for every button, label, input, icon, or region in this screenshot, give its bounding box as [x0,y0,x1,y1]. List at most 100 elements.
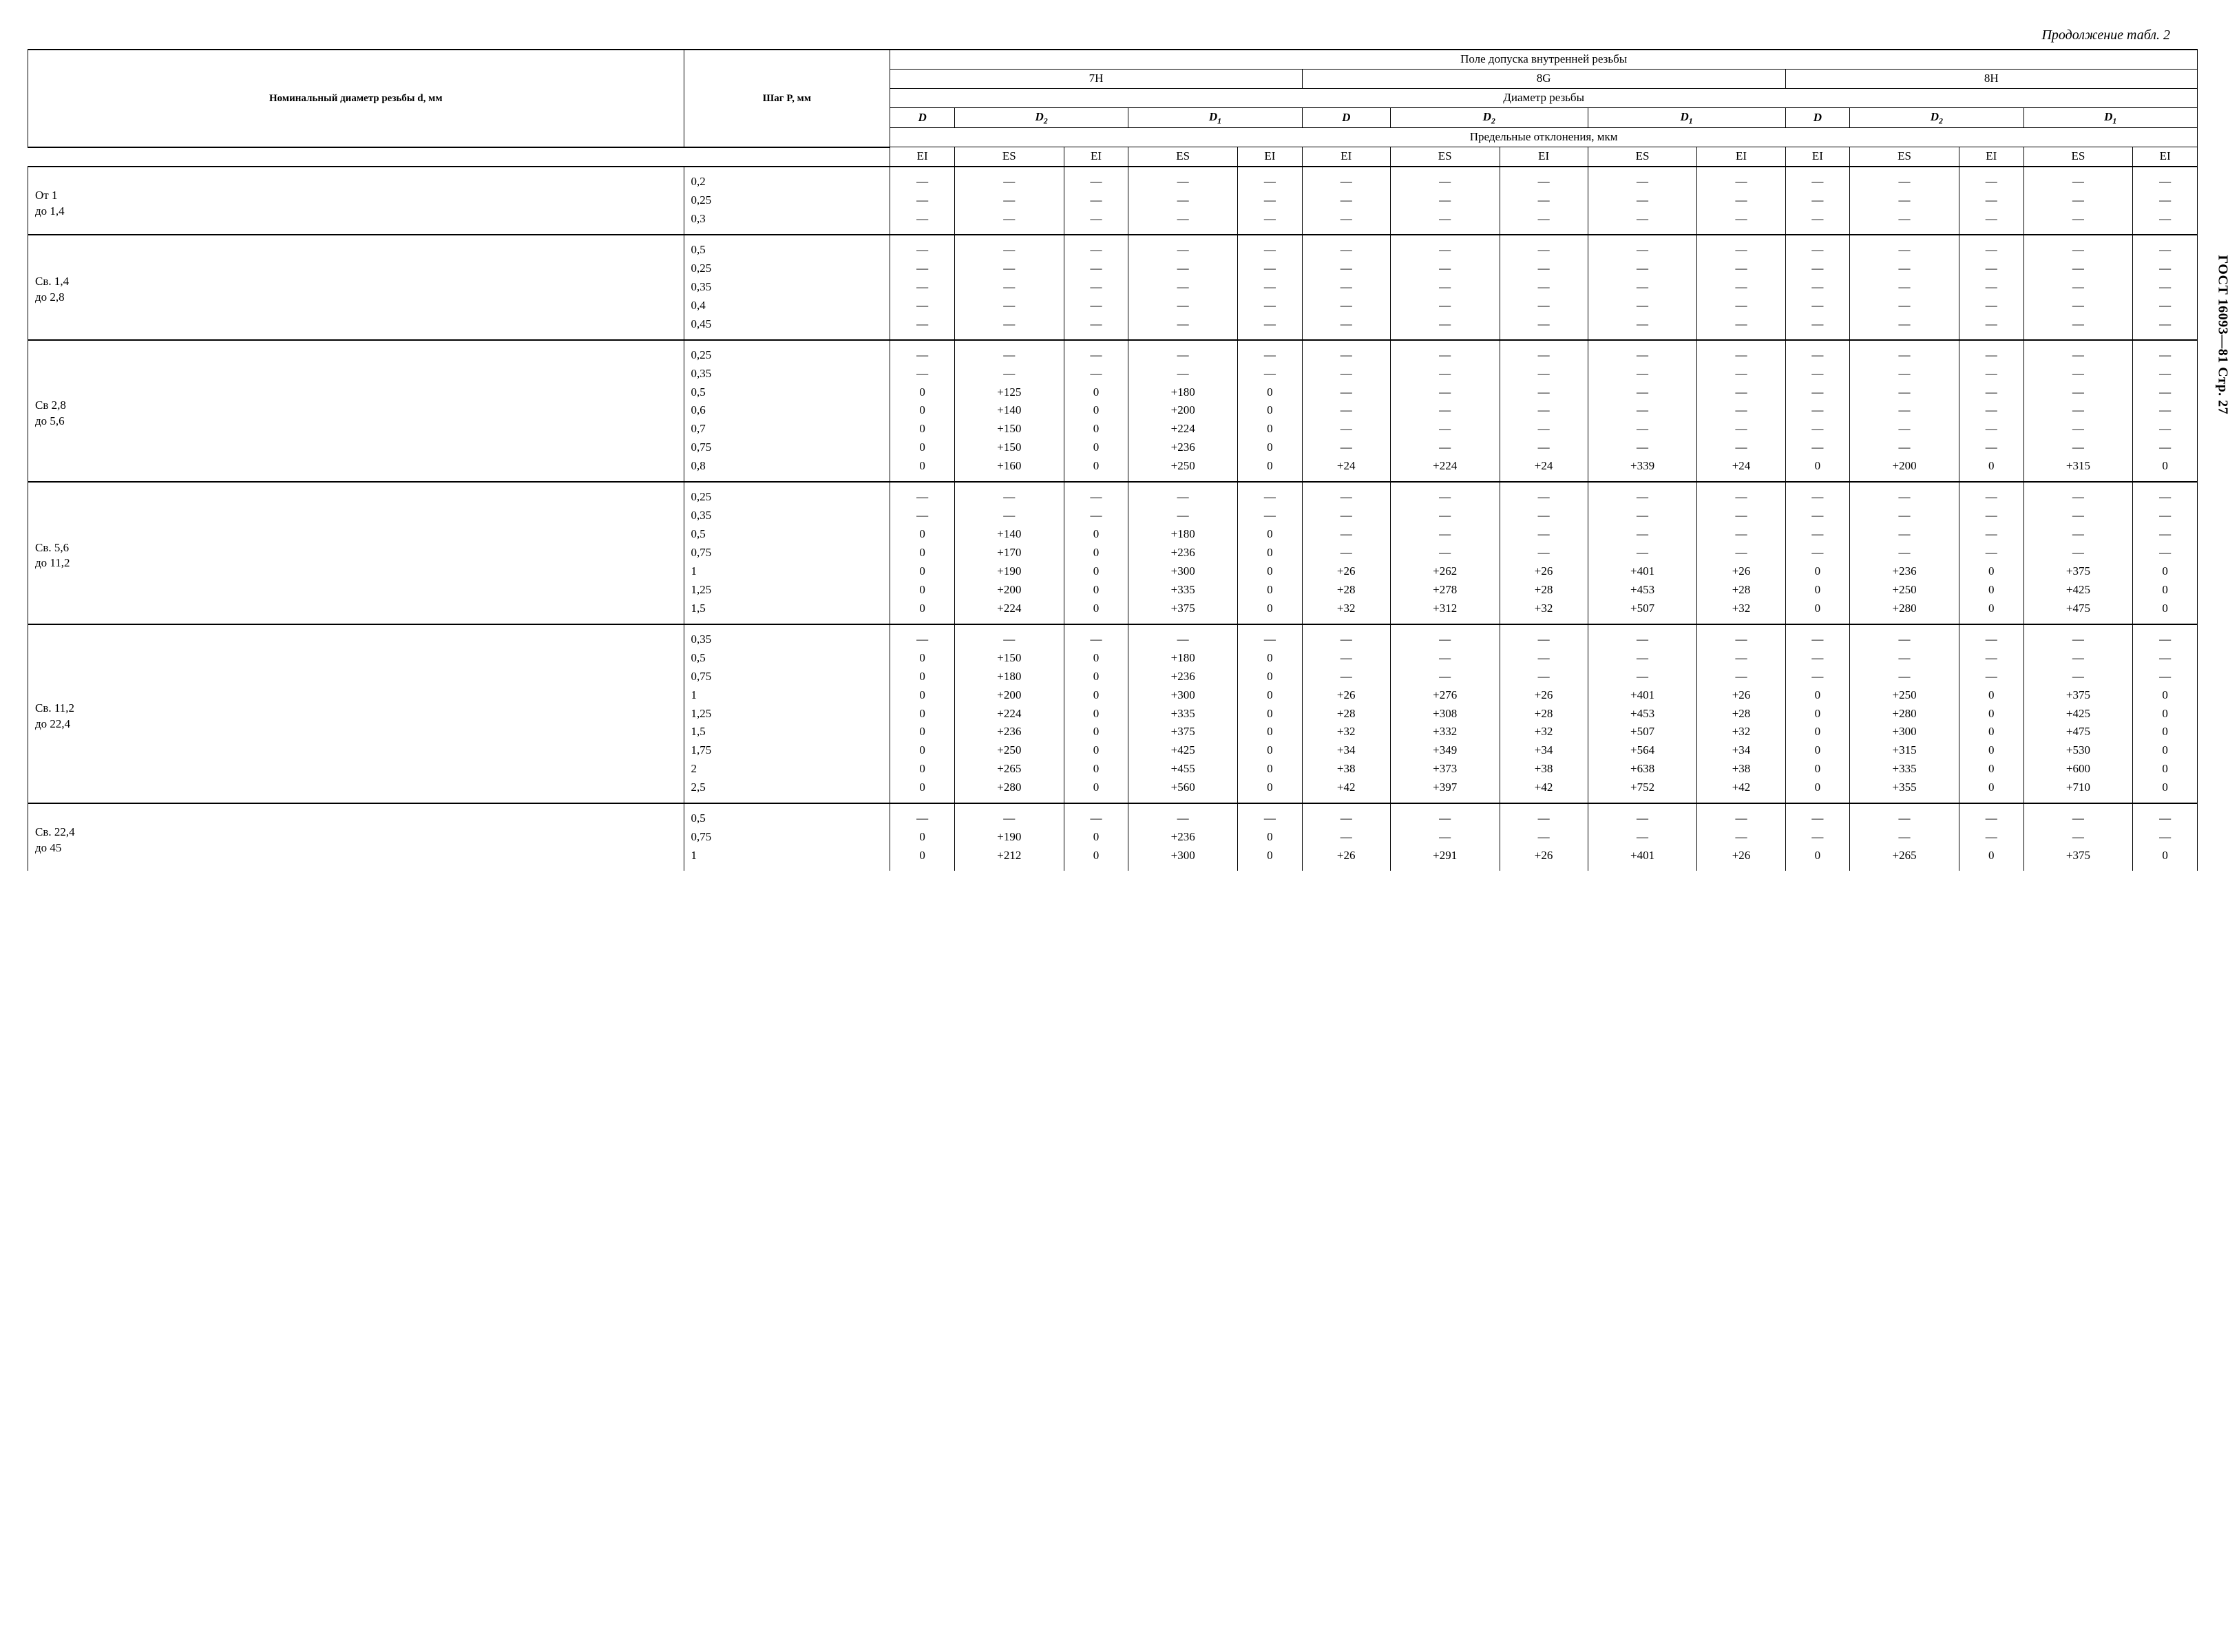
deviation-value: +315 [2023,457,2133,482]
deviation-value: +224 [1390,457,1500,482]
deviation-value: — [1697,401,1785,420]
deviation-value: +355 [1850,779,1959,803]
deviation-value: — [2133,649,2198,668]
deviation-value: — [1500,401,1588,420]
deviation-value: — [1588,828,1697,847]
deviation-value: — [1959,420,2023,438]
deviation-value: — [1959,210,2023,235]
deviation-value: 0 [1064,600,1128,624]
deviation-value: — [1390,235,1500,260]
deviation-value: — [2133,624,2198,649]
deviation-value: 0 [1064,525,1128,544]
deviation-value: — [1128,507,1238,525]
deviation-value: +28 [1302,705,1390,723]
header-ei: EI [1500,147,1588,167]
deviation-value: 0 [2133,600,2198,624]
deviation-value: — [1785,260,1850,278]
deviation-value: — [1302,525,1390,544]
deviation-value: 0 [1064,847,1128,871]
deviation-value: 0 [1238,383,1303,402]
deviation-value: — [1850,803,1959,828]
deviation-value: — [1390,315,1500,340]
deviation-value: — [2023,278,2133,297]
deviation-value: — [1588,278,1697,297]
deviation-value: +26 [1500,562,1588,581]
deviation-value: — [1697,191,1785,210]
pitch-value: 0,35 [684,278,890,297]
deviation-value: +265 [954,760,1064,779]
pitch-value: 0,35 [684,365,890,383]
deviation-value: — [1500,649,1588,668]
deviation-value: — [1390,525,1500,544]
header-D: D [890,107,955,127]
deviation-value: — [2133,297,2198,315]
deviation-value: — [1500,297,1588,315]
deviation-value: +401 [1588,847,1697,871]
deviation-value: — [2133,803,2198,828]
deviation-value: — [1850,315,1959,340]
deviation-value: — [1697,340,1785,365]
deviation-value: +26 [1697,562,1785,581]
deviation-value: — [1959,507,2023,525]
deviation-value: — [1064,624,1128,649]
deviation-value: 0 [2133,723,2198,741]
deviation-value: — [2023,544,2133,562]
header-ei: EI [2133,147,2198,167]
deviation-value: +28 [1500,581,1588,600]
deviation-value: — [1785,525,1850,544]
deviation-value: — [1588,624,1697,649]
deviation-value: — [1238,340,1303,365]
deviation-value: 0 [1238,544,1303,562]
pitch-value: 0,7 [684,420,890,438]
deviation-value: +32 [1697,723,1785,741]
deviation-value: — [2133,828,2198,847]
deviation-value: — [2023,828,2133,847]
pitch-value: 0,4 [684,297,890,315]
deviation-value: +710 [2023,779,2133,803]
deviation-value: +224 [954,600,1064,624]
deviation-value: +397 [1390,779,1500,803]
deviation-value: +475 [2023,600,2133,624]
deviation-value: — [1238,297,1303,315]
deviation-value: 0 [1238,686,1303,705]
deviation-value: — [1785,828,1850,847]
deviation-value: +560 [1128,779,1238,803]
deviation-value: — [1390,544,1500,562]
deviation-value: — [1238,365,1303,383]
deviation-value: +250 [1850,581,1959,600]
deviation-value: +150 [954,649,1064,668]
deviation-value: — [1390,297,1500,315]
deviation-value: — [1302,278,1390,297]
deviation-value: 0 [1785,686,1850,705]
nominal-range-label: Св. 11,2до 22,4 [28,624,684,803]
deviation-value: — [1238,167,1303,191]
deviation-value: +638 [1588,760,1697,779]
deviation-value: +425 [1128,741,1238,760]
deviation-value: — [1064,210,1128,235]
deviation-value: — [1302,507,1390,525]
deviation-value: — [2133,210,2198,235]
pitch-value: 2,5 [684,779,890,803]
deviation-value: — [1785,365,1850,383]
deviation-value: — [1588,297,1697,315]
deviation-value: +425 [2023,581,2133,600]
deviation-value: — [2023,649,2133,668]
deviation-value: — [1302,803,1390,828]
pitch-value: 1 [684,686,890,705]
deviation-value: +401 [1588,686,1697,705]
deviation-value: — [1588,420,1697,438]
pitch-value: 0,2 [684,167,890,191]
header-ei: EI [1238,147,1303,167]
deviation-value: +190 [954,828,1064,847]
deviation-value: — [1390,624,1500,649]
deviation-value: — [1588,544,1697,562]
deviation-value: — [1959,828,2023,847]
deviation-value: +375 [2023,562,2133,581]
deviation-value: — [1064,167,1128,191]
deviation-value: — [1128,297,1238,315]
deviation-value: — [1390,649,1500,668]
deviation-value: 0 [890,581,955,600]
deviation-value: +150 [954,438,1064,457]
deviation-value: — [1128,260,1238,278]
deviation-value: +250 [954,741,1064,760]
